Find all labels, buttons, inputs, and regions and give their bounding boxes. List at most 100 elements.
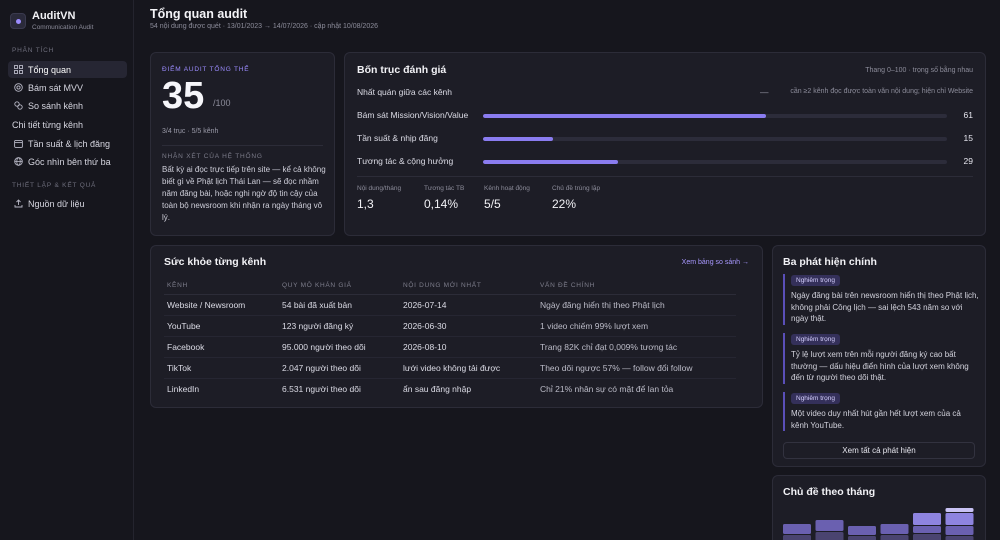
latest-content: ẩn sau đăng nhập [403,383,472,394]
monthly-topics-card: Chủ đề theo tháng [772,475,986,540]
score-label: ĐIỂM AUDIT TỔNG THỂ [162,66,250,73]
upload-icon [12,198,24,210]
finding-item[interactable]: Nghiêm trọng Ngày đăng bài trên newsroom… [783,274,979,325]
table-row[interactable]: YouTube 123 người đăng ký 2026-06-30 1 v… [164,315,736,337]
finding-text: Một video duy nhất hút gần hết lượt xem … [791,409,961,430]
axis-bar-track [483,114,947,118]
topic-bar-segment [880,535,909,540]
sidebar-item-label: Bám sát MVV [28,82,84,93]
main-issue: Ngày đăng hiển thị theo Phật lịch [537,294,736,316]
channel-health-card: Sức khỏe từng kênh Xem bảng so sánh → KÊ… [150,245,763,408]
axis-bar-fill [483,114,767,118]
stat-value: 5/5 [484,197,501,211]
table-row[interactable]: LinkedIn 6.531 người theo dõi ẩn sau đăn… [164,378,736,399]
finding-item[interactable]: Nghiêm trọng Một video duy nhất hút gần … [783,392,979,431]
column-header: NỘI DUNG MỚI NHẤT [400,277,537,295]
compare-table-link[interactable]: Xem bảng so sánh → [681,259,749,266]
stat-label: Tương tác TB [424,185,465,192]
axis-row: Nhất quán giữa các kênh — cần ≥2 kênh đọ… [357,87,973,99]
grid-icon [12,64,24,76]
target-icon [12,82,24,94]
key-findings-card: Ba phát hiện chính Nghiêm trọng Ngày đăn… [772,245,986,467]
topic-bar-segment [913,526,941,533]
finding-text: Tỷ lệ lượt xem trên mỗi người đăng ký ca… [791,350,969,382]
axis-name: Nhất quán giữa các kênh [357,87,453,97]
severity-badge: Nghiêm trọng [791,334,841,345]
sidebar-item-channel-detail[interactable]: Chi tiết từng kênh [8,116,127,133]
axis-bar-track [483,160,947,164]
page-title: Tổng quan audit [150,7,248,21]
stat-value: 22% [552,197,577,211]
nav-section-setup: THIẾT LẬP & KẾT QUẢ [12,182,97,189]
axis-row: Tần suất & nhịp đăng 15 [357,133,973,145]
sidebar-item-frequency[interactable]: Tần suất & lịch đăng [8,135,127,152]
latest-content: 2026-08-10 [400,336,537,358]
evaluation-axes-card: Bốn trục đánh giá Thang 0–100 · trọng số… [344,52,986,236]
calendar-icon [12,138,24,150]
compare-icon [12,100,24,112]
channel-name: TikTok [164,357,279,379]
audience-size: 95.000 người theo dõi [279,336,400,358]
topic-bar-segment [815,532,844,540]
severity-badge: Nghiêm trọng [791,393,841,404]
sidebar-item-compare[interactable]: So sánh kênh [8,97,127,114]
axis-name: Tương tác & cộng hưởng [357,156,454,166]
topic-bar-segment [913,513,941,525]
latest-content: 2026-07-14 [400,294,537,316]
stat-label: Chủ đề trùng lặp [552,185,601,192]
sidebar-item-third-party[interactable]: Góc nhìn bên thứ ba [8,153,127,170]
sidebar-item-mvv[interactable]: Bám sát MVV [8,79,127,96]
sidebar-item-label: So sánh kênh [28,100,84,111]
axis-na-note: cần ≥2 kênh đọc được toàn văn nội dung; … [790,88,973,95]
channel-name: LinkedIn [167,383,200,394]
brand-name: AuditVN [32,10,76,22]
main-issue: 1 video chiếm 99% lượt xem [537,315,736,337]
topics-stacked-bar-chart [783,508,974,540]
view-all-findings-button[interactable]: Xem tất cả phát hiện [783,442,975,459]
sidebar-item-label: Tần suất & lịch đăng [28,138,111,149]
table-row[interactable]: Website / Newsroom 54 bài đã xuất bản 20… [164,294,736,316]
sidebar: AuditVN Communication Audit PHÂN TÍCH Tổ… [0,0,134,540]
audience-size: 2.047 người theo dõi [279,357,400,379]
axis-row: Tương tác & cộng hưởng 29 [357,156,973,168]
brand[interactable]: AuditVN Communication Audit [10,10,93,32]
topic-bar-segment [913,534,941,540]
brand-subtitle: Communication Audit [32,24,94,31]
audience-size: 54 bài đã xuất bản [279,294,400,316]
stat-value: 1,3 [357,197,374,211]
table-row[interactable]: TikTok 2.047 người theo dõi lưới video k… [164,357,736,379]
topic-bar-segment [945,536,974,540]
main-issue: Theo dõi ngược 57% — follow đổi follow [537,357,736,379]
stat-label: Nội dung/tháng [357,185,402,192]
audience-size: 123 người đăng ký [279,315,400,337]
score-value: 35 [162,75,205,117]
stat-value: 0,14% [424,197,459,211]
sidebar-item-label: Góc nhìn bên thứ ba [28,156,111,167]
axis-value: 29 [963,156,973,166]
topics-title: Chủ đề theo tháng [783,486,876,498]
stat-duplicate-topics: Chủ đề trùng lặp 22% [552,185,600,211]
sidebar-item-overview[interactable]: Tổng quan [8,61,127,78]
topic-bar-segment [945,508,974,512]
axes-note: Thang 0–100 · trọng số bằng nhau [865,67,973,74]
axis-bar-fill [483,160,618,164]
stat-active-channels: Kênh hoạt động 5/5 [484,185,530,211]
topic-bar-segment [945,526,974,535]
axis-value: 15 [963,133,973,143]
finding-item[interactable]: Nghiêm trọng Tỷ lệ lượt xem trên mỗi ngư… [783,333,979,384]
axis-row: Bám sát Mission/Vision/Value 61 [357,110,973,122]
audience-size: 6.531 người theo dõi [282,383,361,394]
channel-name: Website / Newsroom [164,294,279,316]
column-header: QUY MÔ KHÁN GIẢ [279,277,400,295]
topic-bar-segment [945,513,974,525]
sidebar-item-data-source[interactable]: Nguồn dữ liệu [8,195,127,212]
stat-avg-engagement: Tương tác TB 0,14% [424,185,464,211]
score-meta: 3/4 trục · 5/5 kênh [162,128,219,135]
channel-name: YouTube [164,315,279,337]
axis-bar-track [483,137,947,141]
sidebar-item-label: Chi tiết từng kênh [12,119,84,130]
topic-bar-segment [783,535,811,540]
table-row[interactable]: Facebook 95.000 người theo dõi 2026-08-1… [164,336,736,358]
stat-label: Kênh hoạt động [484,185,530,192]
axis-empty-value: — [760,87,769,97]
